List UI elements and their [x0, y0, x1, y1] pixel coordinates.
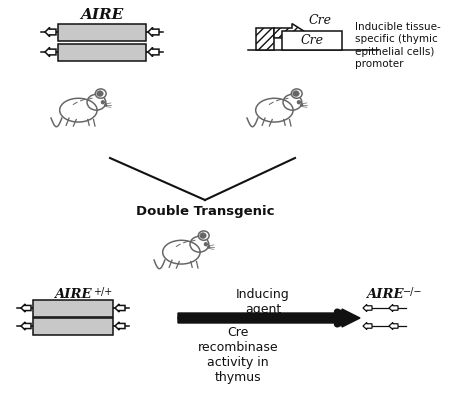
Bar — [58, 24, 146, 40]
Bar — [58, 44, 146, 60]
FancyArrow shape — [178, 309, 360, 327]
Polygon shape — [148, 27, 159, 36]
Circle shape — [208, 246, 210, 248]
Text: Cre: Cre — [301, 34, 323, 47]
Ellipse shape — [95, 89, 106, 98]
Polygon shape — [363, 304, 372, 311]
Polygon shape — [389, 322, 398, 330]
Polygon shape — [148, 47, 159, 56]
Circle shape — [101, 101, 104, 104]
Ellipse shape — [293, 91, 299, 96]
Circle shape — [105, 104, 107, 106]
Circle shape — [204, 243, 207, 246]
Text: +/+: +/+ — [93, 287, 112, 297]
Bar — [33, 299, 113, 317]
Polygon shape — [115, 304, 125, 312]
Ellipse shape — [200, 233, 206, 239]
Text: AIRE: AIRE — [81, 8, 124, 22]
Polygon shape — [115, 322, 125, 330]
Polygon shape — [363, 322, 372, 330]
Ellipse shape — [292, 89, 302, 98]
Polygon shape — [21, 304, 31, 312]
Ellipse shape — [97, 91, 103, 96]
Circle shape — [298, 101, 301, 104]
Polygon shape — [389, 304, 398, 311]
Circle shape — [301, 104, 302, 106]
Text: −/−: −/− — [403, 287, 422, 297]
Ellipse shape — [198, 231, 209, 240]
Polygon shape — [274, 24, 306, 42]
Bar — [33, 317, 113, 335]
Text: Double Transgenic: Double Transgenic — [136, 205, 274, 218]
Polygon shape — [45, 27, 56, 36]
Text: Inducing
agent: Inducing agent — [236, 288, 290, 316]
Polygon shape — [21, 322, 31, 330]
Polygon shape — [45, 47, 56, 56]
Text: Inducible tissue-
specific (thymic
epithelial cells)
promoter: Inducible tissue- specific (thymic epith… — [355, 22, 441, 69]
Bar — [256, 28, 274, 50]
Text: AIRE: AIRE — [366, 288, 404, 301]
Text: AIRE: AIRE — [54, 288, 92, 301]
Bar — [282, 31, 342, 50]
Text: Cre: Cre — [309, 14, 331, 27]
Text: Cre
recombinase
activity in
thymus: Cre recombinase activity in thymus — [198, 326, 278, 384]
